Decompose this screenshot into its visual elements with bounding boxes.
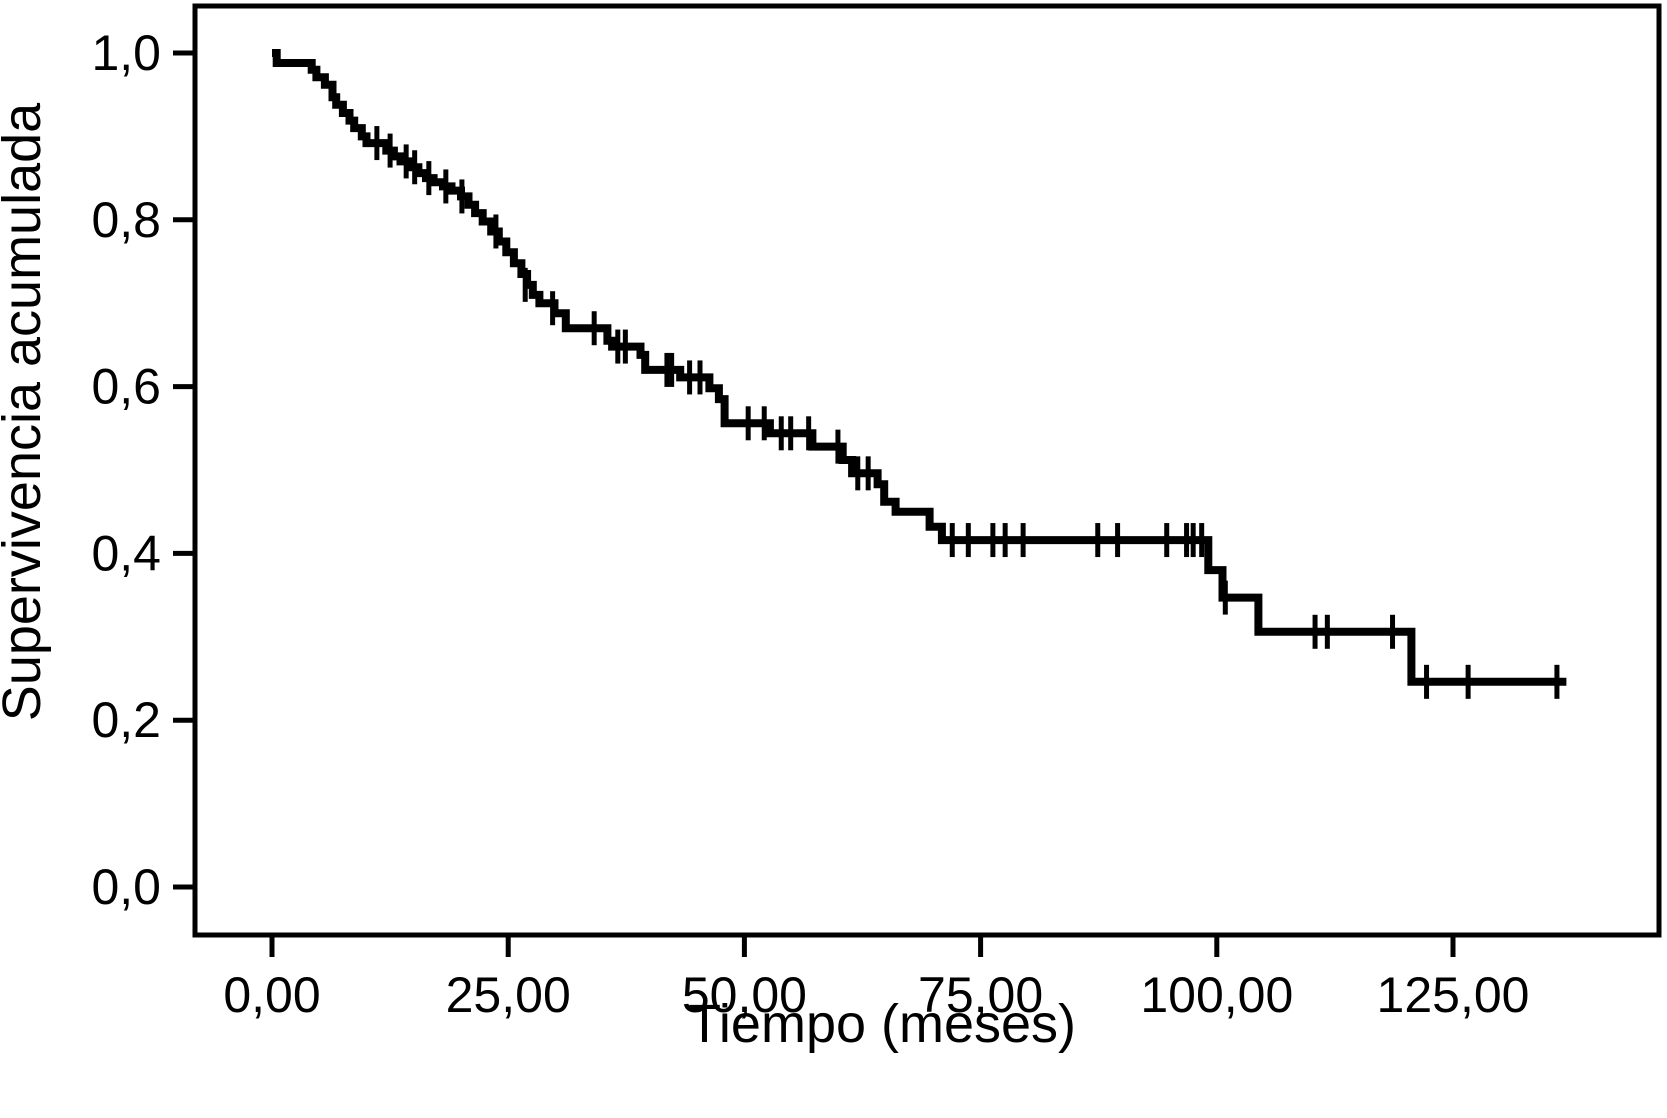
x-tick-label: 125,00	[1377, 967, 1530, 1023]
y-tick-label: 1,0	[91, 25, 161, 81]
survival-curve	[272, 49, 1567, 686]
censor-marks	[374, 126, 1560, 699]
y-tick-label: 0,0	[91, 859, 161, 915]
x-tick-label: 25,00	[446, 967, 571, 1023]
x-axis-ticks: 0,00 25,00 50,00 75,00 100,00 125,00	[223, 935, 1529, 1023]
x-axis-label: Tiempo (meses)	[688, 994, 1076, 1054]
y-tick-label: 0,8	[91, 192, 161, 248]
y-axis-ticks: 0,0 0,2 0,4 0,6 0,8 1,0	[91, 25, 195, 915]
x-tick-label: 0,00	[223, 967, 320, 1023]
y-axis-label: Supervivencia acumulada	[0, 102, 52, 721]
x-tick-label: 100,00	[1140, 967, 1293, 1023]
y-tick-label: 0,2	[91, 692, 161, 748]
y-tick-label: 0,4	[91, 525, 161, 581]
x-tick-label: 50,00	[682, 967, 807, 1023]
x-tick-label: 75,00	[918, 967, 1043, 1023]
plot-frame	[192, 3, 1662, 938]
y-tick-label: 0,6	[91, 359, 161, 415]
